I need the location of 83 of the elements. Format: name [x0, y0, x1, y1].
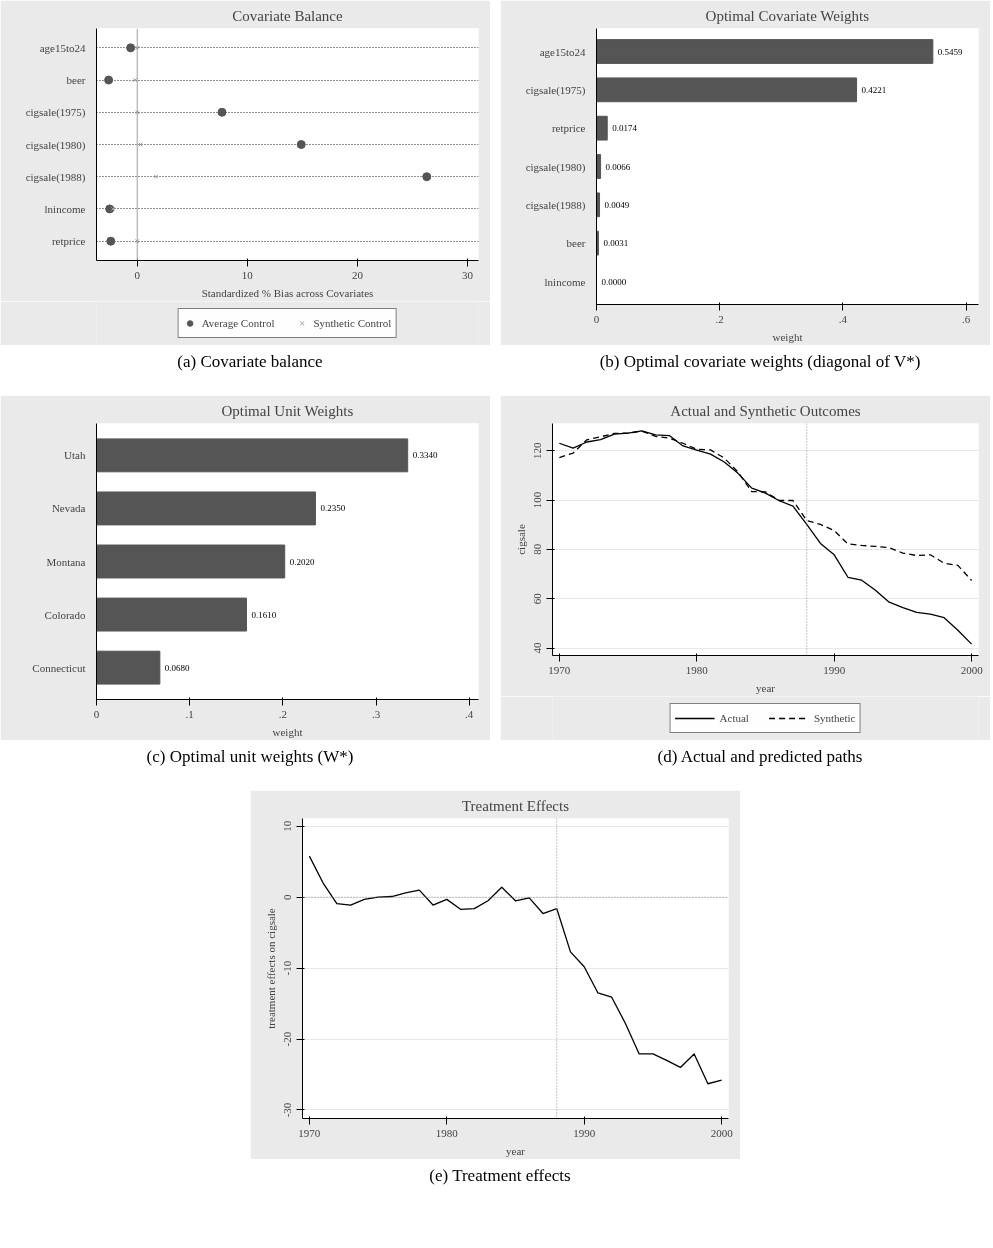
y-tick-label: lnincome: [44, 202, 86, 215]
x-tick-label: .2: [278, 707, 287, 720]
x-tick-label: .3: [371, 707, 381, 720]
data-label: 0.0000: [601, 276, 627, 287]
x-axis-title: Standardized % Bias across Covariates: [201, 286, 374, 299]
y-tick-label: cigsale(1988): [25, 170, 86, 184]
y-tick-label: cigsale(1975): [525, 83, 586, 97]
chart-title: Actual and Synthetic Outcomes: [670, 402, 861, 419]
y-axis-title: cigsale: [514, 524, 527, 555]
data-label: 0.5459: [937, 46, 964, 57]
y-tick-label: retprice: [551, 122, 586, 135]
y-tick-label: cigsale(1975): [25, 106, 86, 120]
y-tick-label: -10: [281, 960, 294, 976]
data-label: 0.3340: [412, 450, 438, 461]
y-tick-label: Colorado: [44, 608, 86, 621]
y-tick-label: -30: [281, 1102, 294, 1118]
x-tick-label: 1990: [823, 663, 846, 676]
data-label: 0.0680: [164, 662, 191, 673]
y-tick-label: 100: [531, 491, 544, 509]
data-label: 0.2020: [289, 556, 315, 567]
chart-title: Optimal Unit Weights: [221, 402, 354, 419]
y-tick-label: Utah: [64, 449, 86, 462]
y-tick-label: cigsale(1980): [525, 160, 586, 174]
x-tick-label: 10: [241, 268, 254, 281]
x-axis-title: weight: [772, 330, 803, 343]
x-axis-title: weight: [272, 725, 303, 738]
y-tick-label: cigsale(1980): [25, 138, 86, 152]
y-axis-title: treatment effects on cigsale: [264, 908, 277, 1029]
text: (e) Treatment effects: [429, 1165, 571, 1187]
y-tick-label: Connecticut: [32, 661, 86, 674]
x-tick-label: 1970: [298, 1126, 321, 1139]
data-label: 0.1610: [251, 609, 277, 620]
x-tick-label: .4: [838, 312, 848, 325]
x-tick-label: 1990: [573, 1126, 596, 1139]
x-tick-label: 2000: [710, 1126, 734, 1139]
y-tick-label: beer: [66, 74, 86, 87]
chart-title: Covariate Balance: [232, 7, 344, 24]
legend-label: Synthetic Control: [313, 317, 392, 329]
y-tick-label: age15to24: [539, 45, 586, 58]
x-tick-label: 0: [93, 707, 100, 720]
x-tick-label: 20: [351, 268, 364, 281]
y-tick-label: age15to24: [39, 41, 86, 54]
y-tick-label: 10: [281, 820, 294, 832]
x-tick-label: 1980: [435, 1126, 459, 1139]
x-tick-label: 30: [461, 268, 474, 281]
legend-label: Actual: [719, 712, 749, 724]
x-tick-label: .4: [465, 707, 474, 720]
data-label: 0.2350: [320, 503, 346, 514]
x-tick-label: 1980: [685, 663, 709, 676]
text: (c) Optimal unit weights (W*): [146, 746, 354, 768]
x-tick-label: 2000: [960, 663, 984, 676]
y-tick-label: beer: [566, 237, 586, 250]
y-tick-label: 60: [531, 592, 544, 605]
legend-label: Average Control: [201, 317, 275, 329]
text: (a) Covariate balance: [177, 351, 323, 373]
x-axis-title: year: [506, 1144, 526, 1157]
x-tick-label: .6: [962, 312, 971, 325]
data-label: 0.4221: [861, 84, 887, 95]
data-label: 0.0174: [612, 123, 638, 134]
y-tick-label: cigsale(1988): [525, 198, 586, 212]
y-tick-label: 0: [281, 893, 294, 900]
y-tick-label: lnincome: [544, 275, 586, 288]
chart-title: Treatment Effects: [461, 797, 570, 814]
text: (b) Optimal covariate weights (diagonal of V*): [599, 351, 921, 373]
y-tick-label: 80: [531, 543, 544, 555]
y-tick-label: 40: [531, 642, 544, 654]
legend-label: Synthetic: [813, 712, 856, 724]
x-tick-label: 1970: [548, 663, 571, 676]
y-tick-label: Montana: [46, 555, 86, 568]
data-label: 0.0031: [603, 238, 629, 249]
data-label: 0.0049: [604, 199, 630, 210]
x-tick-label: .2: [715, 312, 724, 325]
x-axis-title: year: [756, 681, 776, 694]
y-tick-label: Nevada: [51, 502, 86, 515]
x-tick-label: .1: [185, 707, 194, 720]
chart-title: Optimal Covariate Weights: [705, 7, 870, 24]
data-label: 0.0066: [605, 161, 631, 172]
y-tick-label: -20: [281, 1031, 294, 1047]
text: (d) Actual and predicted paths: [657, 746, 863, 768]
x-tick-label: 0: [593, 312, 600, 325]
x-tick-label: 0: [134, 268, 141, 281]
y-tick-label: 120: [531, 441, 544, 459]
y-tick-label: retprice: [51, 235, 86, 248]
